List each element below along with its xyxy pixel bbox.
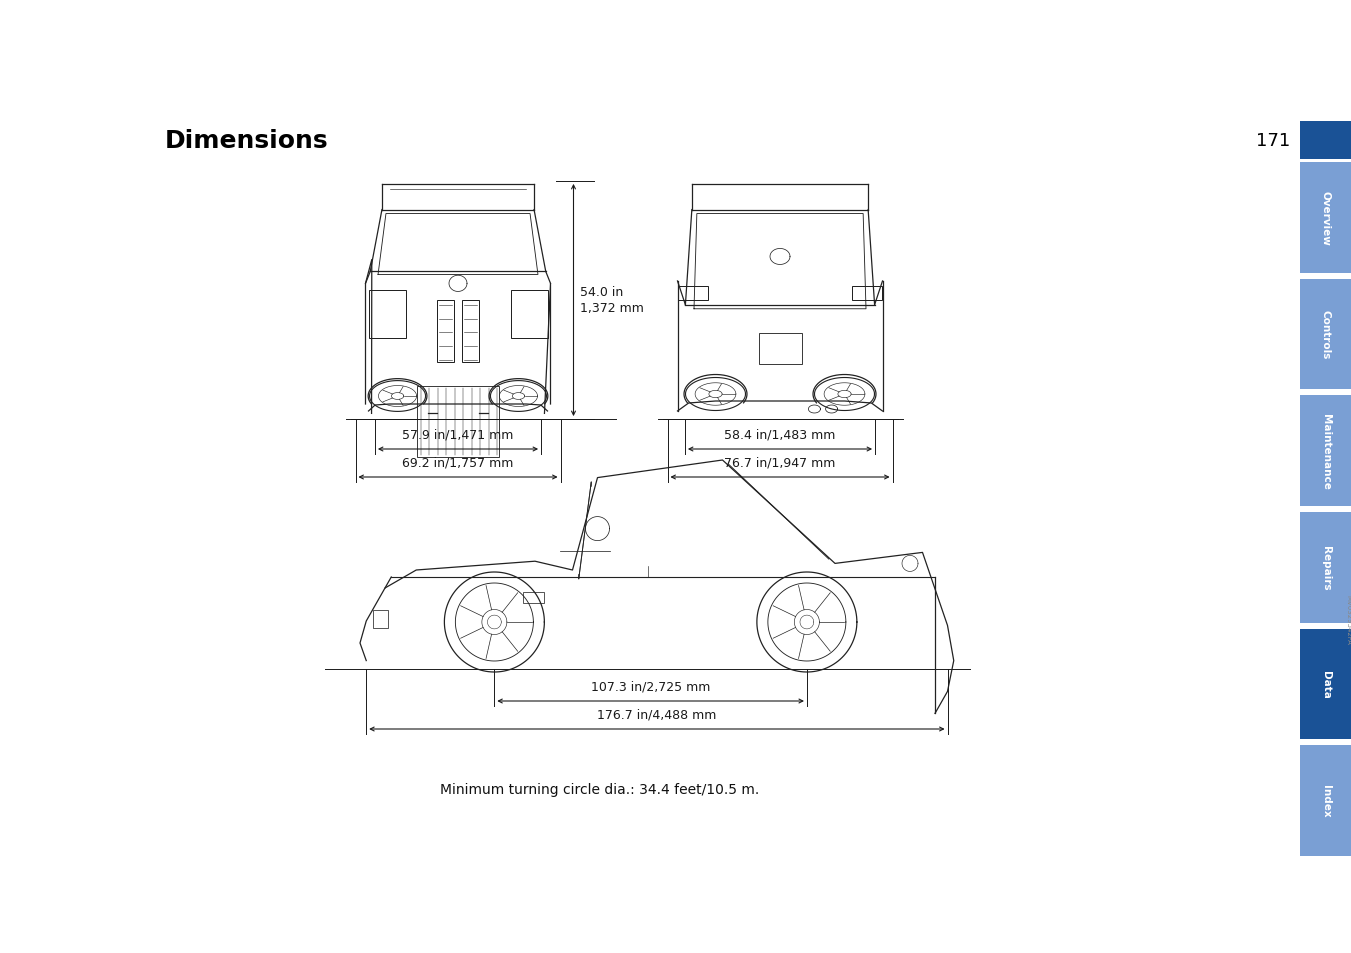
Bar (1300, 122, 1351, 160)
Bar (1300, 395, 1351, 506)
Text: 176.7 in/4,488 mm: 176.7 in/4,488 mm (597, 708, 716, 721)
Bar (417, 386, 499, 457)
Text: Data: Data (1320, 670, 1331, 699)
Text: Maintenance: Maintenance (1320, 414, 1331, 489)
Text: 69.2 in/1,757 mm: 69.2 in/1,757 mm (403, 456, 513, 470)
Bar (758, 334, 801, 365)
Text: 58.4 in/1,483 mm: 58.4 in/1,483 mm (724, 429, 836, 441)
Text: Controls: Controls (1320, 310, 1331, 359)
Text: 107.3 in/2,725 mm: 107.3 in/2,725 mm (590, 680, 711, 693)
Text: MV0329542FA: MV0329542FA (1346, 595, 1351, 644)
Text: Dimensions: Dimensions (165, 129, 328, 152)
Text: Repairs: Repairs (1320, 545, 1331, 590)
Bar (462, 301, 480, 362)
Bar (1300, 745, 1351, 856)
Text: Overview: Overview (1320, 191, 1331, 246)
Bar (1300, 163, 1351, 274)
Text: 171: 171 (1255, 132, 1290, 150)
Bar (1300, 279, 1351, 390)
Bar (373, 610, 388, 628)
Bar (852, 287, 882, 301)
Bar (523, 593, 544, 603)
Text: 76.7 in/1,947 mm: 76.7 in/1,947 mm (724, 456, 836, 470)
Text: Index: Index (1320, 784, 1331, 817)
Bar (369, 292, 405, 338)
Bar (436, 301, 454, 362)
Bar (677, 287, 708, 301)
Bar (1300, 629, 1351, 740)
Bar (1300, 513, 1351, 623)
Text: Minimum turning circle dia.: 34.4 feet/10.5 m.: Minimum turning circle dia.: 34.4 feet/1… (440, 782, 759, 796)
Text: 54.0 in
1,372 mm: 54.0 in 1,372 mm (580, 286, 643, 315)
Text: 57.9 in/1,471 mm: 57.9 in/1,471 mm (403, 429, 513, 441)
Bar (511, 292, 547, 338)
